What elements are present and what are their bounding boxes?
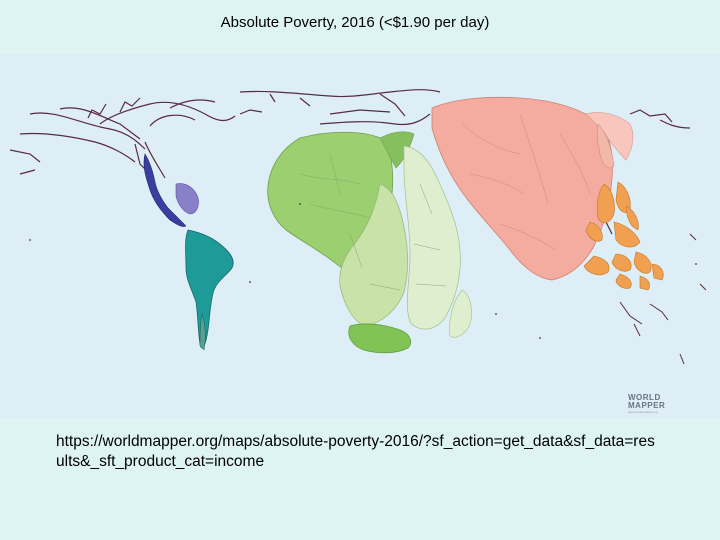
slide-title: Absolute Poverty, 2016 (<$1.90 per day) — [220, 14, 490, 31]
cartogram-svg — [0, 54, 720, 418]
logo-line-2: MAPPER — [628, 401, 666, 410]
oceania-outline — [619, 233, 707, 365]
south-asia-borders — [461, 113, 591, 251]
small-islands — [29, 203, 697, 339]
source-url-link[interactable]: https://worldmapper.org/maps/absolute-po… — [56, 433, 655, 470]
logo-line-1: WORLD — [628, 393, 661, 402]
madagascar-region — [449, 289, 472, 338]
south-america-region — [185, 229, 234, 349]
worldmapper-logo: WORLD MAPPER www.worldmapper.org — [628, 393, 678, 415]
south-asia-region — [431, 96, 613, 281]
south-america-patagonia — [199, 313, 206, 351]
logo-tagline: www.worldmapper.org — [628, 410, 658, 414]
southeast-asia-region — [583, 181, 664, 291]
central-america-region — [143, 153, 187, 227]
cartogram-map — [0, 54, 720, 418]
africa-south-region — [348, 323, 412, 354]
caribbean-region — [175, 183, 199, 215]
africa-borders — [299, 153, 447, 291]
africa-east-region — [403, 145, 461, 330]
north-america-outline — [9, 97, 236, 179]
east-asia-inner — [596, 123, 615, 169]
